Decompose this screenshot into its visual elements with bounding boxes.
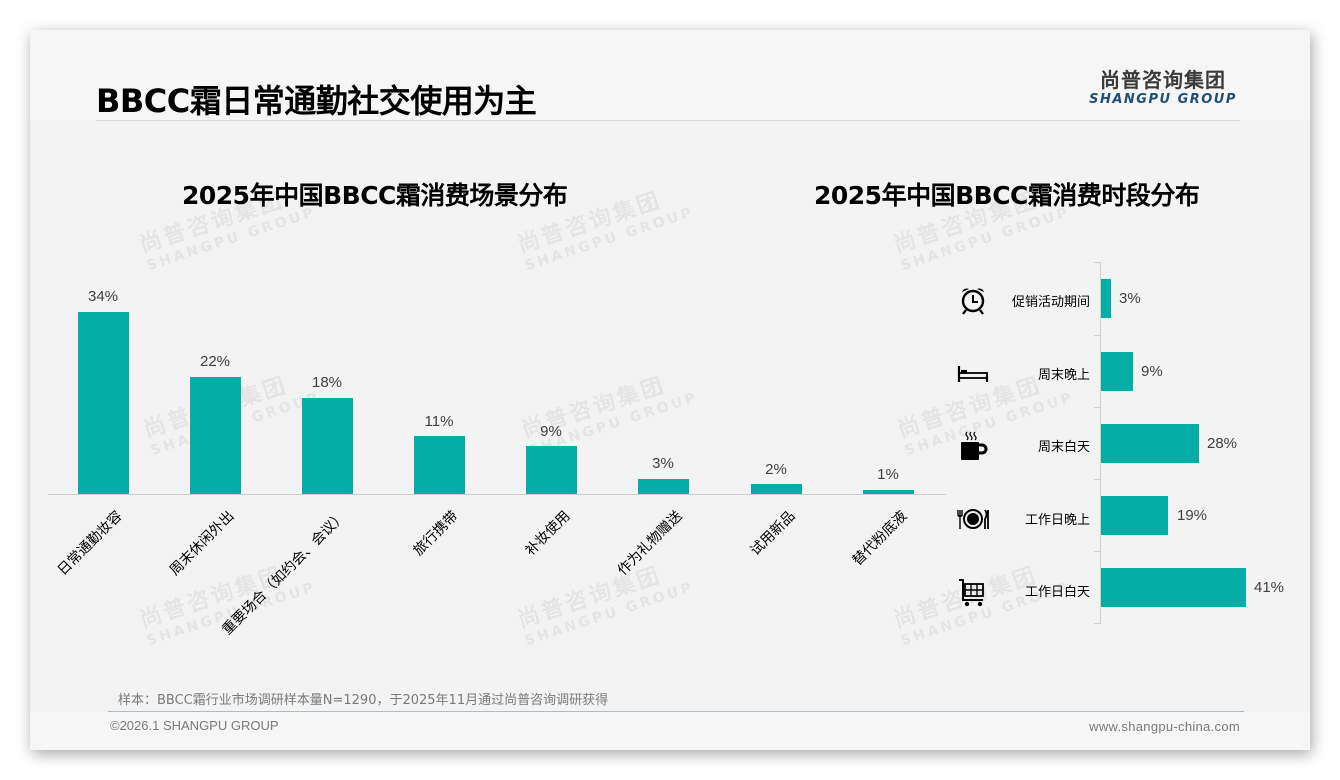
footer-divider: [108, 711, 1244, 712]
bar-value-label: 2%: [765, 461, 787, 478]
bar-important-occasion: [302, 398, 353, 494]
bar-value-label: 34%: [87, 288, 119, 305]
axis-tick: [1094, 551, 1100, 552]
logo-english-text: SHANGPU GROUP: [1089, 92, 1237, 107]
x-axis-label: 重要场合（如约会、会议）: [219, 508, 350, 639]
x-axis-label: 日常通勤妆容: [54, 508, 126, 579]
bar-weekend-outing: [190, 377, 241, 494]
bar-promotion-period: [1101, 279, 1111, 318]
bar-foundation-substitute: [863, 490, 914, 494]
bar-daily-commute: [78, 312, 129, 494]
x-axis-label: 补妆使用: [522, 508, 574, 560]
bed-icon: [957, 366, 989, 382]
copyright-text: ©2026.1 SHANGPU GROUP: [110, 718, 279, 733]
slide-header-band: [30, 30, 1310, 120]
scene-bar-chart: 34% 22% 18% 11% 9% 3% 2% 1%: [48, 280, 946, 495]
y-axis-label: 周末白天: [1037, 440, 1090, 455]
bar-gift: [638, 479, 689, 494]
bar-value-label: 3%: [1119, 290, 1141, 307]
y-axis-label: 工作日白天: [1024, 585, 1090, 600]
bar-workday-evening: [1101, 496, 1168, 535]
axis-tick: [1094, 479, 1100, 480]
bar-travel: [414, 436, 465, 494]
y-axis-label: 周末晚上: [1037, 368, 1090, 383]
bar-value-label: 9%: [540, 423, 562, 440]
dinner-plate-icon: [957, 509, 989, 529]
slide: 尚普咨询集团 SHANGPU GROUP 尚普咨询集团 SHANGPU GROUP …: [30, 30, 1310, 750]
footer-band: [30, 712, 1310, 750]
bar-value-label: 22%: [199, 353, 231, 370]
x-axis-label: 旅行携带: [410, 508, 462, 560]
bar-value-label: 9%: [1141, 363, 1163, 380]
bar-value-label: 28%: [1207, 435, 1238, 452]
x-axis-label: 作为礼物赠送: [614, 508, 686, 579]
bar-trial: [751, 484, 802, 494]
alarm-clock-icon: [961, 288, 985, 315]
axis-tick: [1094, 335, 1100, 336]
x-axis-label: 试用新品: [747, 508, 799, 560]
logo-chinese-text: 尚普咨询集团: [1100, 68, 1226, 92]
right-chart-title: 2025年中国BBCC霜消费时段分布: [814, 181, 1200, 210]
coffee-cup-icon: [961, 431, 988, 460]
y-axis-label: 工作日晚上: [1024, 513, 1090, 528]
axis-tick: [1094, 623, 1100, 624]
shopping-cart-icon: [959, 579, 984, 607]
bar-weekend-daytime: [1101, 424, 1199, 463]
bar-value-label: 19%: [1177, 507, 1208, 524]
page-title: BBCC霜日常通勤社交使用为主: [96, 82, 537, 120]
bar-value-label: 18%: [311, 374, 343, 391]
bar-touch-up: [526, 446, 577, 494]
left-chart-title: 2025年中国BBCC霜消费场景分布: [182, 181, 568, 210]
company-logo: 尚普咨询集团 SHANGPU GROUP: [1088, 64, 1238, 107]
bar-value-label: 3%: [652, 455, 674, 472]
y-axis-line: [1100, 262, 1101, 624]
bar-workday-daytime: [1101, 568, 1246, 607]
y-axis-label: 促销活动期间: [1011, 295, 1090, 310]
bar-value-label: 11%: [424, 413, 454, 430]
bar-value-label: 41%: [1254, 579, 1285, 596]
sample-note: 样本：BBCC霜行业市场调研样本量N=1290，于2025年11月通过尚普咨询调…: [118, 693, 609, 708]
bar-weekend-evening: [1101, 352, 1133, 391]
axis-tick: [1094, 407, 1100, 408]
x-axis-label: 替代粉底液: [849, 508, 911, 569]
x-axis-label: 周末休闲外出: [166, 508, 238, 579]
bar-value-label: 1%: [877, 466, 899, 483]
x-axis-line: [48, 494, 946, 495]
title-divider: [96, 120, 1240, 121]
axis-tick: [1094, 262, 1100, 263]
website-link[interactable]: www.shangpu-china.com: [1089, 719, 1240, 734]
